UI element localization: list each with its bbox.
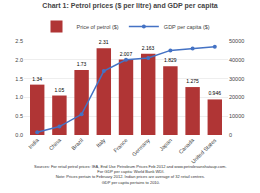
svg-text:0.946: 0.946 bbox=[208, 90, 221, 96]
svg-text:2.163: 2.163 bbox=[142, 45, 155, 51]
svg-text:Chart 1: Petrol prices ($ per: Chart 1: Petrol prices ($ per litre) and… bbox=[42, 2, 217, 10]
svg-text:30000: 30000 bbox=[229, 76, 244, 82]
svg-text:1.0: 1.0 bbox=[15, 94, 23, 100]
svg-text:Germany: Germany bbox=[131, 137, 151, 157]
svg-text:Brazil: Brazil bbox=[70, 137, 84, 151]
svg-text:0.0: 0.0 bbox=[15, 132, 23, 138]
svg-text:0: 0 bbox=[229, 132, 232, 138]
svg-text:1.34: 1.34 bbox=[32, 76, 42, 82]
svg-text:20000: 20000 bbox=[229, 94, 244, 100]
svg-text:50000: 50000 bbox=[229, 38, 244, 44]
svg-text:Japan: Japan bbox=[158, 137, 173, 152]
svg-text:1.275: 1.275 bbox=[186, 78, 199, 84]
svg-text:Price of petrol ($): Price of petrol ($) bbox=[77, 24, 119, 30]
svg-text:Italy: Italy bbox=[95, 137, 107, 149]
svg-text:10000: 10000 bbox=[229, 113, 244, 119]
svg-text:2.5: 2.5 bbox=[15, 38, 23, 44]
svg-text:Sources: For retail petrol pri: Sources: For retail petrol prices: IEA, … bbox=[34, 164, 227, 185]
svg-text:China: China bbox=[48, 136, 63, 151]
svg-text:2.0: 2.0 bbox=[15, 57, 23, 63]
svg-text:2.007: 2.007 bbox=[120, 51, 133, 57]
svg-text:2.31: 2.31 bbox=[99, 39, 109, 45]
svg-text:1.829: 1.829 bbox=[164, 57, 177, 63]
svg-text:India: India bbox=[27, 137, 40, 150]
svg-text:1.73: 1.73 bbox=[77, 61, 87, 67]
svg-text:1.5: 1.5 bbox=[15, 76, 23, 82]
svg-text:France: France bbox=[112, 137, 128, 153]
svg-text:0.5: 0.5 bbox=[15, 113, 23, 119]
svg-text:Canada: Canada bbox=[177, 137, 196, 156]
svg-text:1.05: 1.05 bbox=[54, 87, 64, 93]
svg-text:GDP per capita ($): GDP per capita ($) bbox=[164, 24, 210, 30]
svg-text:40000: 40000 bbox=[229, 57, 244, 63]
svg-text:United States: United States bbox=[190, 137, 218, 165]
